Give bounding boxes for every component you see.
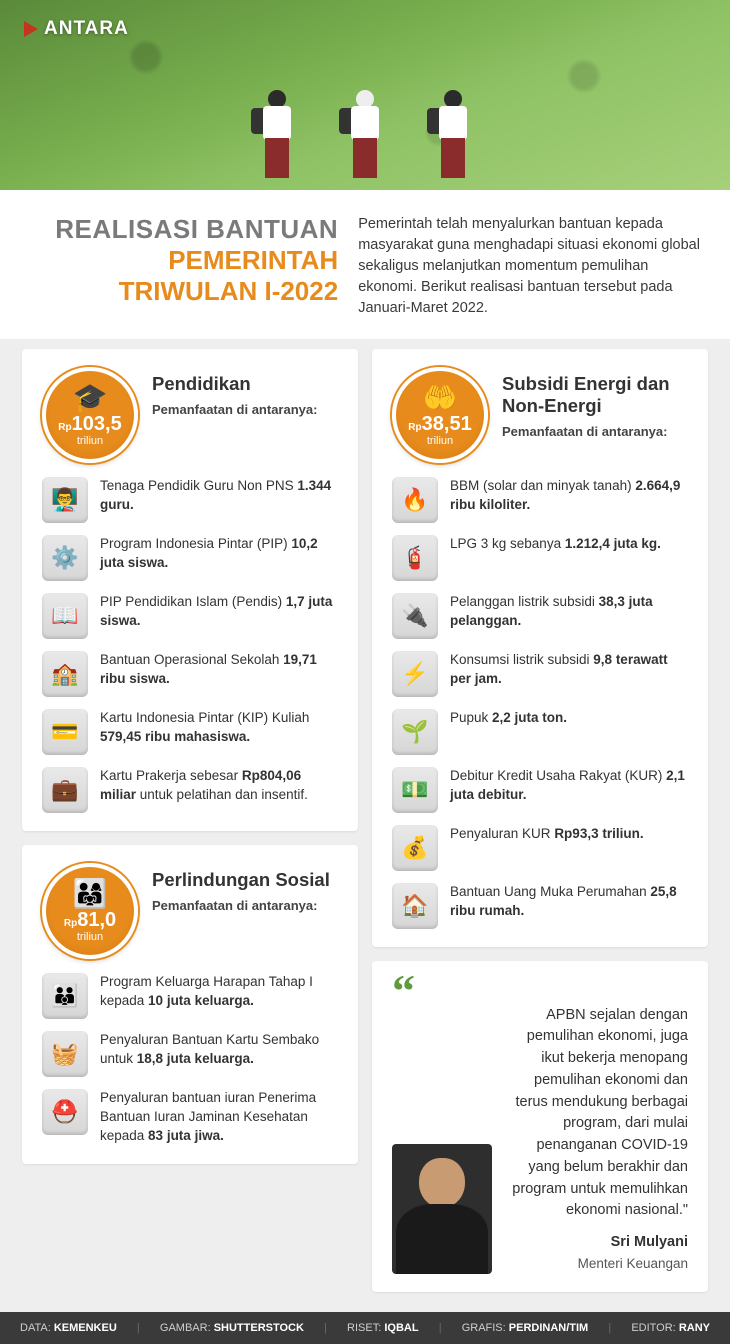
education-icon: 🎓: [73, 384, 108, 412]
title-line-2: PEMERINTAH: [30, 245, 338, 276]
title-line-1: REALISASI BANTUAN: [30, 214, 338, 245]
sosial-items: 👪 Program Keluarga Harapan Tahap I kepada…: [42, 973, 340, 1146]
item-text: Kartu Indonesia Pintar (KIP) Kuliah 579,…: [100, 709, 340, 747]
item-text: Pelanggan listrik subsidi 38,3 juta pela…: [450, 593, 690, 631]
item-text: Kartu Prakerja sebesar Rp804,06 miliar u…: [100, 767, 340, 805]
amount-badge: 🎓 Rp103,5 triliun: [42, 367, 138, 463]
title-block: REALISASI BANTUAN PEMERINTAH TRIWULAN I-…: [30, 214, 338, 319]
list-item: 🧺 Penyaluran Bantuan Kartu Sembako untuk …: [42, 1031, 340, 1077]
item-icon: 📖: [42, 593, 88, 639]
list-item: 🧯 LPG 3 kg sebanya 1.212,4 juta kg.: [392, 535, 690, 581]
title-line-3: TRIWULAN I-2022: [30, 276, 338, 307]
intro-paragraph: Pemerintah telah menyalurkan bantuan kep…: [358, 214, 700, 319]
intro-block: REALISASI BANTUAN PEMERINTAH TRIWULAN I-…: [0, 190, 730, 339]
student-figure: [433, 90, 473, 180]
item-text: Penyaluran Bantuan Kartu Sembako untuk 1…: [100, 1031, 340, 1069]
list-item: 💼 Kartu Prakerja sebesar Rp804,06 miliar …: [42, 767, 340, 813]
item-icon: 🔥: [392, 477, 438, 523]
item-icon: ⚡: [392, 651, 438, 697]
item-icon: 👨‍🏫: [42, 477, 88, 523]
list-item: 🏫 Bantuan Operasional Sekolah 19,71 ribu …: [42, 651, 340, 697]
item-text: Bantuan Uang Muka Perumahan 25,8 ribu ru…: [450, 883, 690, 921]
section-title: Subsidi Energi dan Non-Energi: [502, 373, 690, 417]
item-icon: 🧺: [42, 1031, 88, 1077]
item-text: Program Keluarga Harapan Tahap I kepada …: [100, 973, 340, 1011]
item-icon: 💵: [392, 767, 438, 813]
item-icon: 💳: [42, 709, 88, 755]
energi-card: 🤲 Rp38,51 triliun Subsidi Energi dan Non…: [372, 349, 708, 947]
student-figure: [345, 90, 385, 180]
list-item: 🔌 Pelanggan listrik subsidi 38,3 juta pel…: [392, 593, 690, 639]
logo-mark-icon: [24, 21, 38, 37]
item-text: Program Indonesia Pintar (PIP) 10,2 juta…: [100, 535, 340, 573]
list-item: 📖 PIP Pendidikan Islam (Pendis) 1,7 juta …: [42, 593, 340, 639]
hero-figures: [257, 90, 473, 180]
item-text: LPG 3 kg sebanya 1.212,4 juta kg.: [450, 535, 661, 554]
item-icon: 🔌: [392, 593, 438, 639]
right-column: 🤲 Rp38,51 triliun Subsidi Energi dan Non…: [372, 349, 708, 1292]
section-subtitle: Pemanfaatan di antaranya:: [152, 401, 317, 419]
item-text: Tenaga Pendidik Guru Non PNS 1.344 guru.: [100, 477, 340, 515]
list-item: 🏠 Bantuan Uang Muka Perumahan 25,8 ribu r…: [392, 883, 690, 929]
item-text: Konsumsi listrik subsidi 9,8 terawatt pe…: [450, 651, 690, 689]
item-text: BBM (solar dan minyak tanah) 2.664,9 rib…: [450, 477, 690, 515]
card-header: 🎓 Rp103,5 triliun Pendidikan Pemanfaatan…: [42, 367, 340, 463]
item-icon: 💰: [392, 825, 438, 871]
list-item: 🔥 BBM (solar dan minyak tanah) 2.664,9 ri…: [392, 477, 690, 523]
item-text: Penyaluran KUR Rp93,3 triliun.: [450, 825, 644, 844]
student-figure: [257, 90, 297, 180]
item-icon: ⚙️: [42, 535, 88, 581]
brand-logo: ANTARA: [24, 18, 129, 40]
quote-text: APBN sejalan dengan pemulihan ekonomi, j…: [506, 1005, 688, 1223]
list-item: 👨‍🏫 Tenaga Pendidik Guru Non PNS 1.344 gu…: [42, 477, 340, 523]
brand-name: ANTARA: [44, 18, 129, 40]
list-item: ⚡ Konsumsi listrik subsidi 9,8 terawatt p…: [392, 651, 690, 697]
amount-badge: 👨‍👩‍👧 Rp81,0 triliun: [42, 863, 138, 959]
list-item: ⛑️ Penyaluran bantuan iuran Penerima Bant…: [42, 1089, 340, 1146]
item-text: Penyaluran bantuan iuran Penerima Bantua…: [100, 1089, 340, 1146]
item-icon: ⛑️: [42, 1089, 88, 1135]
list-item: 🌱 Pupuk 2,2 juta ton.: [392, 709, 690, 755]
credits-footer: DATA: KEMENKEU | GAMBAR: SHUTTERSTOCK | …: [0, 1312, 730, 1344]
energi-items: 🔥 BBM (solar dan minyak tanah) 2.664,9 ri…: [392, 477, 690, 929]
item-icon: 🏫: [42, 651, 88, 697]
sosial-card: 👨‍👩‍👧 Rp81,0 triliun Perlindungan Sosial…: [22, 845, 358, 1164]
quote-role: Menteri Keuangan: [506, 1254, 688, 1274]
quote-mark-icon: “: [392, 977, 688, 1005]
item-icon: 🌱: [392, 709, 438, 755]
item-icon: 🧯: [392, 535, 438, 581]
list-item: 💵 Debitur Kredit Usaha Rakyat (KUR) 2,1 j…: [392, 767, 690, 813]
section-title: Pendidikan: [152, 373, 317, 395]
item-icon: 🏠: [392, 883, 438, 929]
list-item: 💳 Kartu Indonesia Pintar (KIP) Kuliah 579…: [42, 709, 340, 755]
item-icon: 💼: [42, 767, 88, 813]
minister-portrait: [392, 1144, 492, 1274]
list-item: ⚙️ Program Indonesia Pintar (PIP) 10,2 ju…: [42, 535, 340, 581]
section-subtitle: Pemanfaatan di antaranya:: [152, 897, 330, 915]
amount-badge: 🤲 Rp38,51 triliun: [392, 367, 488, 463]
item-text: Pupuk 2,2 juta ton.: [450, 709, 567, 728]
hero-photo: ANTARA: [0, 0, 730, 190]
content-grid: 🎓 Rp103,5 triliun Pendidikan Pemanfaatan…: [0, 339, 730, 1312]
pendidikan-card: 🎓 Rp103,5 triliun Pendidikan Pemanfaatan…: [22, 349, 358, 831]
quote-card: “ APBN sejalan dengan pemulihan ekonomi,…: [372, 961, 708, 1292]
list-item: 💰 Penyaluran KUR Rp93,3 triliun.: [392, 825, 690, 871]
section-title: Perlindungan Sosial: [152, 869, 330, 891]
list-item: 👪 Program Keluarga Harapan Tahap I kepada…: [42, 973, 340, 1019]
card-header: 🤲 Rp38,51 triliun Subsidi Energi dan Non…: [392, 367, 690, 463]
section-subtitle: Pemanfaatan di antaranya:: [502, 423, 690, 441]
item-text: Bantuan Operasional Sekolah 19,71 ribu s…: [100, 651, 340, 689]
quote-name: Sri Mulyani: [506, 1232, 688, 1254]
card-header: 👨‍👩‍👧 Rp81,0 triliun Perlindungan Sosial…: [42, 863, 340, 959]
infographic-page: ANTARA REALISASI BANTUAN PEMERINTAH TRIW…: [0, 0, 730, 1344]
left-column: 🎓 Rp103,5 triliun Pendidikan Pemanfaatan…: [22, 349, 358, 1292]
item-text: Debitur Kredit Usaha Rakyat (KUR) 2,1 ju…: [450, 767, 690, 805]
pendidikan-items: 👨‍🏫 Tenaga Pendidik Guru Non PNS 1.344 gu…: [42, 477, 340, 813]
item-text: PIP Pendidikan Islam (Pendis) 1,7 juta s…: [100, 593, 340, 631]
item-icon: 👪: [42, 973, 88, 1019]
hand-coin-icon: 🤲: [423, 384, 458, 412]
family-icon: 👨‍👩‍👧: [73, 880, 108, 908]
